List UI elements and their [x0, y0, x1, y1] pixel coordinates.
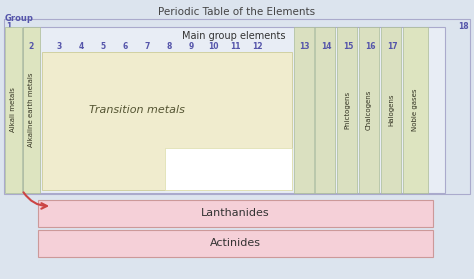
Text: Chalcogens: Chalcogens [366, 90, 372, 130]
Text: 7: 7 [144, 42, 150, 51]
Bar [23, 27, 445, 193]
Text: 5: 5 [100, 42, 106, 51]
Text: 11: 11 [230, 42, 240, 51]
Text: 13: 13 [299, 42, 309, 51]
Text: 4: 4 [78, 42, 83, 51]
Text: 16: 16 [365, 42, 375, 51]
Text: 10: 10 [208, 42, 218, 51]
Text: Alkali metals: Alkali metals [10, 88, 17, 133]
Bar [381, 27, 401, 193]
Text: 17: 17 [387, 42, 397, 51]
Text: 6: 6 [122, 42, 128, 51]
Text: Noble gases: Noble gases [412, 89, 419, 131]
Bar [315, 27, 335, 193]
Text: 1: 1 [6, 22, 12, 31]
Bar [165, 148, 292, 190]
Bar [42, 52, 292, 190]
Bar [359, 27, 379, 193]
Text: 8: 8 [166, 42, 172, 51]
Text: 14: 14 [321, 42, 331, 51]
Text: Transition metals: Transition metals [89, 105, 185, 115]
Text: 18: 18 [458, 22, 468, 31]
Bar [38, 200, 433, 227]
Bar [294, 27, 314, 193]
Text: Periodic Table of the Elements: Periodic Table of the Elements [158, 7, 316, 17]
Text: Alkaline earth metals: Alkaline earth metals [28, 73, 35, 147]
Bar [23, 27, 40, 193]
Text: Main group elements: Main group elements [182, 31, 286, 41]
Bar [4, 19, 470, 194]
Bar [5, 27, 22, 193]
Text: 3: 3 [56, 42, 62, 51]
Text: Lanthanides: Lanthanides [201, 208, 270, 218]
Text: 15: 15 [343, 42, 353, 51]
Text: Group: Group [5, 14, 34, 23]
Bar [337, 27, 357, 193]
Text: Pnictogens: Pnictogens [344, 91, 350, 129]
Text: 9: 9 [188, 42, 193, 51]
Text: 12: 12 [252, 42, 262, 51]
Bar [403, 27, 428, 193]
Text: Halogens: Halogens [388, 94, 394, 126]
Text: Actinides: Actinides [210, 239, 261, 249]
Text: 2: 2 [28, 42, 34, 51]
Bar [38, 230, 433, 257]
